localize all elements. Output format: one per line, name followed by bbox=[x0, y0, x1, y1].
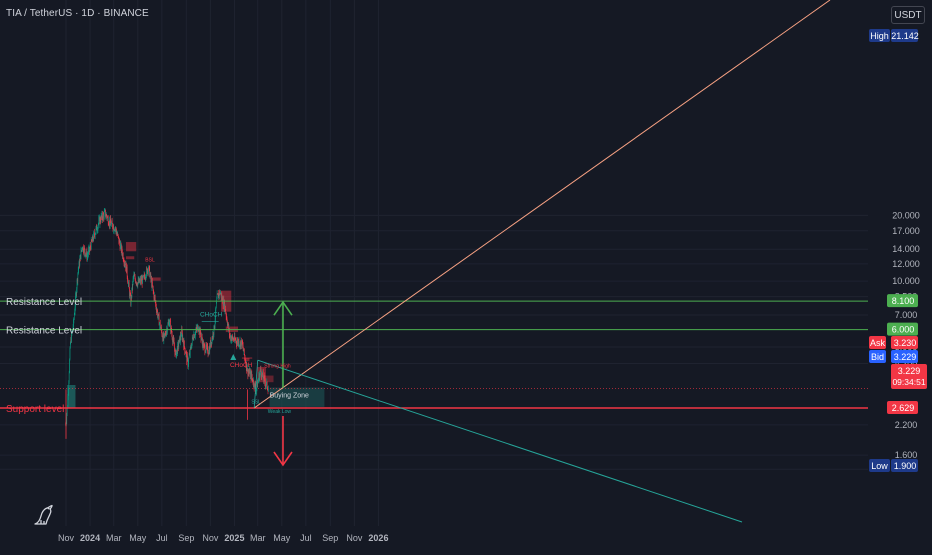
supply-zone bbox=[152, 277, 161, 280]
x-tick-label: Nov bbox=[202, 533, 219, 543]
candle-body bbox=[152, 282, 153, 286]
candle-body bbox=[69, 373, 70, 382]
candle-body bbox=[74, 315, 75, 319]
candle-body bbox=[69, 360, 70, 373]
support-level-label: Support level bbox=[6, 404, 64, 415]
y-tick-label: 14.000 bbox=[892, 244, 920, 254]
x-tick-label: 2024 bbox=[80, 533, 100, 543]
bid-label: Bid bbox=[871, 352, 884, 362]
resistance-level-label: Resistance Level bbox=[6, 297, 82, 308]
x-tick-label: 2026 bbox=[368, 533, 388, 543]
supply-zone bbox=[126, 242, 136, 251]
candle-body bbox=[179, 344, 180, 347]
high-label: High bbox=[870, 31, 889, 41]
high-value: 21.142 bbox=[891, 31, 919, 41]
symbol-title: TIA / TetherUS · 1D · BINANCE bbox=[6, 8, 149, 19]
strong-high-label: Strong High bbox=[264, 364, 291, 370]
candle-body bbox=[174, 346, 175, 349]
y-tick-label: 12.000 bbox=[892, 259, 920, 269]
ssl-label: SSL bbox=[251, 399, 261, 405]
y-tick-label: 20.000 bbox=[892, 210, 920, 220]
candle-body bbox=[67, 408, 68, 414]
x-tick-label: Nov bbox=[58, 533, 75, 543]
candle-body bbox=[184, 341, 185, 347]
candle-body bbox=[168, 324, 169, 329]
candle-body bbox=[268, 389, 269, 391]
x-tick-label: May bbox=[129, 533, 147, 543]
x-tick-label: Sep bbox=[322, 533, 338, 543]
y-tick-label: 1.600 bbox=[895, 450, 918, 460]
y-tick-label: 17.000 bbox=[892, 226, 920, 236]
y-tick-label: 10.000 bbox=[892, 276, 920, 286]
ask-label: Ask bbox=[870, 338, 886, 348]
x-tick-label: May bbox=[273, 533, 291, 543]
candle-body bbox=[127, 267, 128, 277]
choch-label: CHoCH bbox=[200, 311, 223, 318]
bid-value: 3.229 bbox=[894, 352, 917, 362]
level-price-tag-label: 8.100 bbox=[892, 296, 915, 306]
candle-body bbox=[80, 259, 81, 266]
x-tick-label: Mar bbox=[250, 533, 266, 543]
weak-low-label: Weak Low bbox=[268, 409, 292, 415]
last-price-value: 3.229 bbox=[898, 366, 921, 376]
candle-body bbox=[85, 249, 86, 253]
x-tick-label: Sep bbox=[178, 533, 194, 543]
candle-body bbox=[244, 349, 245, 355]
candle-body bbox=[78, 268, 79, 270]
candle-body bbox=[95, 234, 96, 237]
countdown-value: 09:34:51 bbox=[892, 377, 925, 387]
candle-body bbox=[70, 348, 71, 359]
x-tick-label: 2025 bbox=[224, 533, 244, 543]
supply-zone bbox=[126, 256, 134, 259]
x-tick-label: Jul bbox=[156, 533, 168, 543]
level-price-tag-label: 2.629 bbox=[892, 403, 915, 413]
candle-body bbox=[118, 236, 119, 237]
buying-zone-label: Buying Zone bbox=[270, 392, 309, 399]
x-tick-label: Nov bbox=[346, 533, 363, 543]
x-tick-label: Mar bbox=[106, 533, 122, 543]
candle-body bbox=[261, 368, 262, 372]
resistance-level-label: Resistance Level bbox=[6, 326, 82, 337]
low-label: Low bbox=[871, 461, 888, 471]
candle-body bbox=[104, 212, 105, 218]
bsl-label: BSL bbox=[145, 258, 155, 264]
low-value: 1.900 bbox=[894, 461, 917, 471]
x-tick-label: Jul bbox=[300, 533, 312, 543]
candle-body bbox=[252, 377, 253, 378]
level-price-tag-label: 6.000 bbox=[892, 325, 915, 335]
tradingview-logo-icon bbox=[32, 504, 56, 526]
candle-body bbox=[188, 358, 189, 363]
choch-label: CHoCH bbox=[230, 362, 253, 369]
currency-button[interactable]: USDT bbox=[891, 6, 925, 24]
ask-value: 3.230 bbox=[894, 338, 917, 348]
y-tick-label: 2.200 bbox=[895, 420, 918, 430]
candle-body bbox=[216, 303, 217, 308]
y-tick-label: 7.000 bbox=[895, 310, 918, 320]
